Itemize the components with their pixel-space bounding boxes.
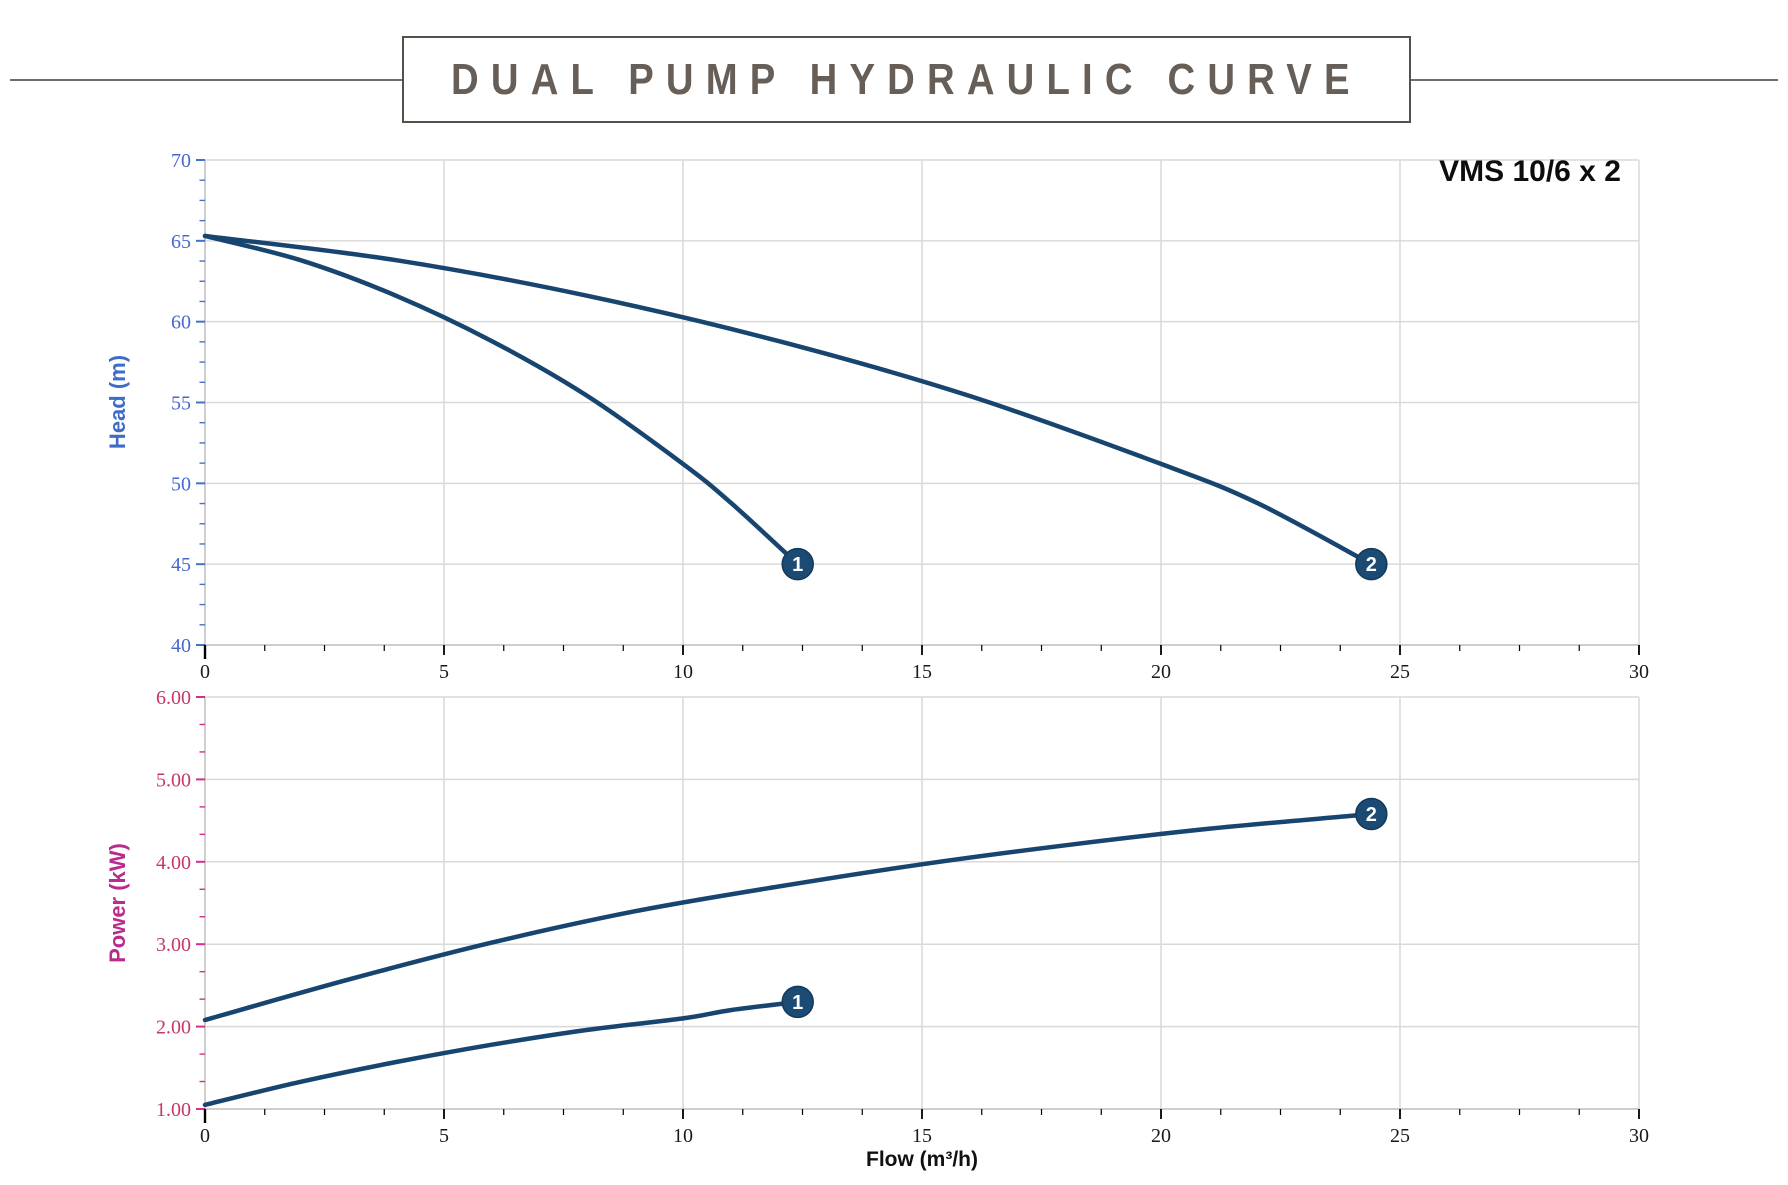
page-title-box: DUAL PUMP HYDRAULIC CURVE — [402, 36, 1411, 123]
y-tick-label: 55 — [171, 393, 191, 415]
marker-circle — [781, 985, 814, 1019]
marker-number: 2 — [1366, 554, 1377, 576]
head-endpoint-marker-2: 2 — [1355, 547, 1388, 581]
x-tick-label: 30 — [1629, 1125, 1649, 1147]
power-endpoint-marker-1: 1 — [781, 985, 814, 1019]
marker-number: 1 — [792, 554, 803, 576]
y-tick-label: 5.00 — [156, 769, 191, 791]
x-tick-label: 30 — [1629, 661, 1649, 683]
marker-circle — [1355, 547, 1388, 581]
marker-number: 2 — [1366, 804, 1377, 826]
y-tick-label: 2.00 — [156, 1017, 191, 1039]
y-tick-label: 60 — [171, 312, 191, 334]
page-title: DUAL PUMP HYDRAULIC CURVE — [451, 54, 1362, 104]
y-tick-label: 3.00 — [156, 934, 191, 956]
power-axis-title: Power (kW) — [105, 843, 130, 963]
head-chart: 40 45 50 55 60 65 70 0 5 10 15 20 25 30 1 2 — [171, 150, 1649, 683]
x-tick-label: 15 — [912, 1125, 932, 1147]
x-tick-label: 5 — [439, 661, 449, 683]
x-tick-label: 10 — [673, 661, 693, 683]
y-tick-label: 1.00 — [156, 1099, 191, 1121]
x-tick-label: 5 — [439, 1125, 449, 1147]
head-endpoint-marker-1: 1 — [781, 547, 814, 581]
power-chart: 1.00 2.00 3.00 4.00 5.00 6.00 0 5 10 15 20 25 30 1 2 — [156, 687, 1649, 1147]
power-curve-1 — [202, 999, 800, 1108]
marker-circle — [1355, 797, 1388, 831]
head-axis-title: Head (m) — [105, 354, 130, 450]
head-curve-1 — [202, 233, 800, 567]
marker-number: 1 — [792, 992, 803, 1014]
y-tick-label: 6.00 — [156, 687, 191, 709]
y-tick-label: 45 — [171, 554, 191, 576]
flow-axis-title: Flow (m³/h) — [866, 1148, 978, 1171]
x-tick-label: 20 — [1151, 661, 1171, 683]
y-tick-label: 4.00 — [156, 852, 191, 874]
head-curve-2 — [202, 233, 1374, 567]
x-tick-label: 25 — [1390, 661, 1410, 683]
power-endpoint-marker-2: 2 — [1355, 797, 1388, 831]
pump-model-label: VMS 10/6 x 2 — [1439, 155, 1621, 188]
y-tick-label: 50 — [171, 473, 191, 495]
x-tick-label: 10 — [673, 1125, 693, 1147]
power-curve-2 — [202, 811, 1374, 1023]
x-tick-label: 15 — [912, 661, 932, 683]
y-tick-label: 65 — [171, 231, 191, 253]
marker-circle — [781, 547, 814, 581]
x-tick-label: 25 — [1390, 1125, 1410, 1147]
y-tick-label: 40 — [171, 635, 191, 657]
y-tick-label: 70 — [171, 150, 191, 172]
x-tick-label: 0 — [200, 661, 210, 683]
x-tick-label: 0 — [200, 1125, 210, 1147]
x-tick-label: 20 — [1151, 1125, 1171, 1147]
